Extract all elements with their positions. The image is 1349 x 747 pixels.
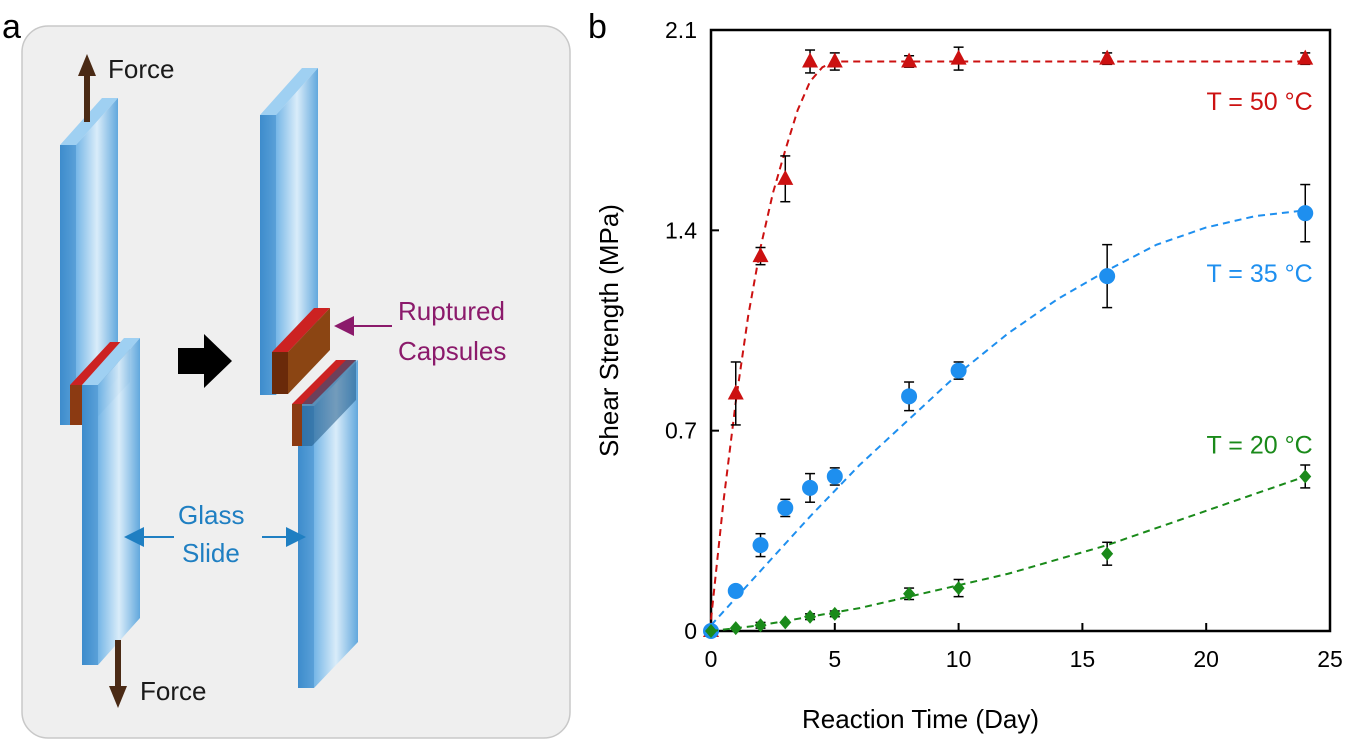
data-point-circle xyxy=(826,468,843,485)
data-point-diamond xyxy=(729,621,742,636)
y-tick-label: 1.4 xyxy=(665,217,697,243)
data-point-circle xyxy=(802,479,819,496)
data-point-circle xyxy=(752,537,769,554)
x-tick-label: 10 xyxy=(946,646,972,672)
glass-label-line1: Glass xyxy=(178,500,244,530)
data-point-circle xyxy=(1099,268,1116,285)
ruptured-label-line1: Ruptured xyxy=(398,296,505,326)
force-arrow-down xyxy=(109,640,127,708)
x-tick-label: 5 xyxy=(828,646,841,672)
data-point-triangle xyxy=(950,49,967,65)
data-point-diamond xyxy=(1299,469,1312,484)
data-point-diamond xyxy=(804,609,817,624)
data-point-triangle xyxy=(901,52,918,68)
panel-b: b 0 5 10 15 20 25 0 0.7 1.4 2.1 Reaction Time (Day… xyxy=(588,8,1343,734)
data-point-circle xyxy=(1297,205,1314,222)
data-point-diamond xyxy=(754,618,767,633)
data-point-diamond xyxy=(705,624,717,638)
data-point-diamond xyxy=(903,586,916,601)
right-upper-ruptured-capsule xyxy=(272,308,330,394)
data-point-triangle xyxy=(1297,49,1314,65)
ruptured-label-line2: Capsules xyxy=(398,336,506,366)
data-point-triangle xyxy=(802,52,819,68)
force-bottom-label: Force xyxy=(140,676,206,706)
x-tick-label: 20 xyxy=(1193,646,1219,672)
series-label: T = 35 °C xyxy=(1207,260,1313,288)
fit-line-0 xyxy=(710,60,1306,620)
series-label: T = 20 °C xyxy=(1207,432,1313,460)
data-point-triangle xyxy=(777,169,794,185)
plot-frame xyxy=(709,28,1332,633)
data-point-diamond xyxy=(779,615,792,630)
force-top-label: Force xyxy=(108,54,174,84)
data-point-circle xyxy=(727,582,744,599)
glass-label-line2: Slide xyxy=(182,538,240,568)
y-tick-label: 0.7 xyxy=(665,418,697,444)
right-upper-glass-slide xyxy=(260,68,318,395)
panel-b-letter: b xyxy=(588,8,607,46)
data-point-triangle xyxy=(752,247,769,263)
data-point-diamond xyxy=(952,581,965,596)
x-tick-label: 0 xyxy=(705,646,718,672)
panel-a: a Force Force xyxy=(2,8,571,739)
x-axis-title: Reaction Time (Day) xyxy=(802,704,1039,734)
y-axis-title: Shear Strength (MPa) xyxy=(594,204,624,457)
data-point-triangle xyxy=(1099,49,1116,65)
data-point-triangle xyxy=(826,52,843,68)
x-tick-label: 25 xyxy=(1317,646,1343,672)
panel-a-letter: a xyxy=(2,8,21,46)
shear-strength-chart: 0 5 10 15 20 25 0 0.7 1.4 2.1 Reaction Time (Day) S… xyxy=(594,17,1343,734)
data-point-circle xyxy=(777,499,794,516)
right-lower-ruptured-capsule xyxy=(292,360,356,446)
fit-line-1 xyxy=(710,209,1306,626)
data-point-circle xyxy=(950,362,967,379)
data-point-circle xyxy=(901,388,918,405)
data-point-triangle xyxy=(727,384,744,400)
series-label: T = 50 °C xyxy=(1207,88,1313,116)
y-tick-label: 0 xyxy=(684,618,697,644)
fit-line-2 xyxy=(710,475,1306,632)
y-tick-label: 2.1 xyxy=(665,17,697,43)
data-point-diamond xyxy=(1101,546,1114,561)
left-lower-glass-slide xyxy=(82,338,140,665)
x-tick-label: 15 xyxy=(1070,646,1096,672)
force-arrow-up xyxy=(78,54,96,122)
transition-arrow-icon xyxy=(178,334,232,388)
data-point-diamond xyxy=(828,606,841,621)
